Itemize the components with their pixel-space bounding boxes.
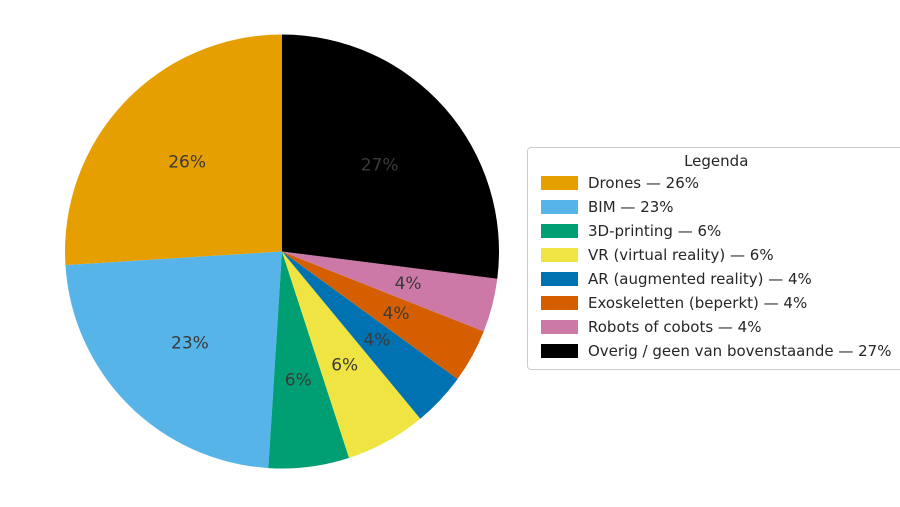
legend-swatch-icon <box>541 224 578 238</box>
legend: Legenda Drones — 26% BIM — 23% 3D-printing… <box>527 147 900 370</box>
slice-pct-label-ar-augmented-reality: 4% <box>363 331 390 351</box>
slice-pct-label-3d-printing: 6% <box>285 371 312 391</box>
legend-items: Drones — 26% BIM — 23% 3D-printing — 6% VR … <box>541 171 891 363</box>
slice-pct-label-drones: 26% <box>168 152 206 172</box>
legend-swatch-icon <box>541 344 578 358</box>
legend-label: AR (augmented reality) — 4% <box>588 270 812 288</box>
legend-label: Robots of cobots — 4% <box>588 318 762 336</box>
legend-row-overig-geen-van-bovenstaande: Overig / geen van bovenstaande — 27% <box>541 339 891 363</box>
legend-row-vr-virtual-reality: VR (virtual reality) — 6% <box>541 243 891 267</box>
legend-title: Legenda <box>684 152 749 170</box>
pie-slice-bim <box>65 251 283 469</box>
pie-slice-drones <box>65 34 282 266</box>
legend-label: Overig / geen van bovenstaande — 27% <box>588 342 892 360</box>
pie-slice-overig-geen-van-bovenstaande <box>282 34 500 279</box>
legend-row-drones: Drones — 26% <box>541 171 891 195</box>
legend-label: VR (virtual reality) — 6% <box>588 246 774 264</box>
legend-label: Drones — 26% <box>588 174 699 192</box>
legend-row-robots-of-cobots: Robots of cobots — 4% <box>541 315 891 339</box>
legend-row-exoskeletten-beperkt: Exoskeletten (beperkt) — 4% <box>541 291 891 315</box>
pie-slice-robots-of-cobots <box>282 251 498 332</box>
legend-row-ar-augmented-reality: AR (augmented reality) — 4% <box>541 267 891 291</box>
legend-swatch-icon <box>541 296 578 310</box>
slice-pct-label-vr-virtual-reality: 6% <box>331 356 358 376</box>
legend-swatch-icon <box>541 200 578 214</box>
legend-swatch-icon <box>541 320 578 334</box>
legend-swatch-icon <box>541 176 578 190</box>
legend-swatch-icon <box>541 272 578 286</box>
legend-label: BIM — 23% <box>588 198 674 216</box>
pie-slice-3d-printing <box>268 251 350 469</box>
pie-slice-exoskeletten-beperkt <box>282 251 484 380</box>
slice-pct-label-overig-geen-van-bovenstaande: 27% <box>361 155 399 175</box>
legend-swatch-icon <box>541 248 578 262</box>
legend-label: 3D-printing — 6% <box>588 222 722 240</box>
legend-label: Exoskeletten (beperkt) — 4% <box>588 294 808 312</box>
legend-row-bim: BIM — 23% <box>541 195 891 219</box>
pie-slice-ar-augmented-reality <box>282 251 458 419</box>
slice-pct-label-robots-of-cobots: 4% <box>395 274 422 294</box>
slice-pct-label-bim: 23% <box>171 334 209 354</box>
legend-row-3d-printing: 3D-printing — 6% <box>541 219 891 243</box>
pie-slice-vr-virtual-reality <box>282 251 421 458</box>
slice-pct-label-exoskeletten-beperkt: 4% <box>383 304 410 324</box>
